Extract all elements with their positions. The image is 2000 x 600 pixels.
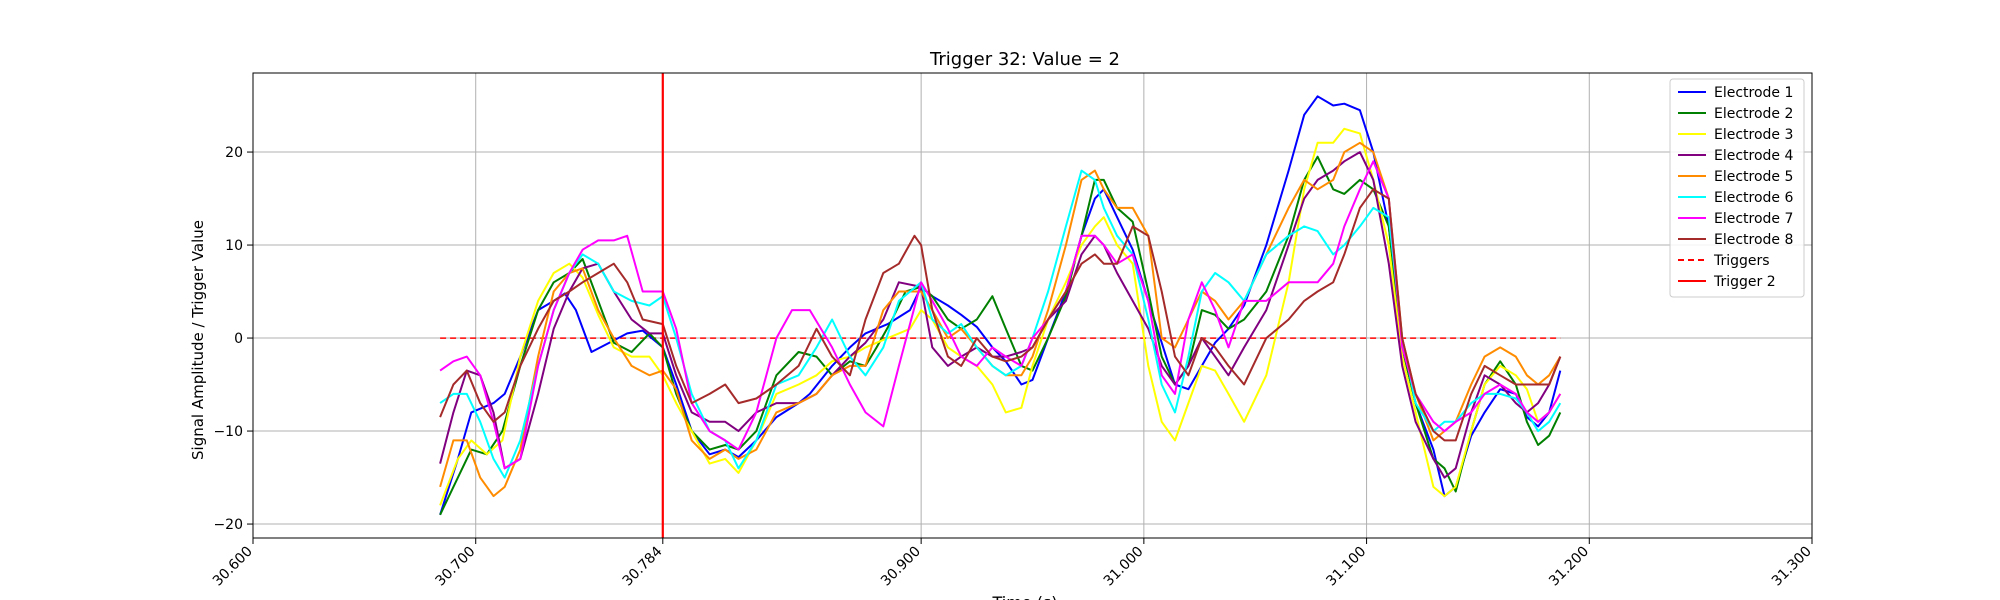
y-tick-label: 0 — [234, 331, 243, 347]
legend-label: Electrode 3 — [1714, 127, 1793, 143]
y-tick-label: −10 — [213, 424, 243, 440]
legend-label: Electrode 7 — [1714, 211, 1793, 227]
series-line-electrode-2 — [439, 155, 1562, 516]
legend-label: Electrode 8 — [1714, 232, 1793, 248]
series-layer — [439, 95, 1562, 516]
y-tick-label: 10 — [225, 238, 243, 254]
series-line-electrode-8 — [439, 188, 1562, 442]
legend-label: Electrode 4 — [1714, 148, 1793, 164]
legend: Electrode 1 Electrode 2 Electrode 3 Electro… — [1669, 78, 1805, 298]
series-line-electrode-3 — [439, 127, 1562, 506]
legend-label: Electrode 5 — [1714, 169, 1793, 185]
legend-label: Trigger 2 — [1713, 274, 1776, 290]
chart-title: Trigger 32: Value = 2 — [929, 49, 1120, 70]
legend-label: Triggers — [1713, 253, 1770, 269]
x-axis-label: Time (s) — [991, 593, 1057, 600]
legend-label: Electrode 2 — [1714, 106, 1793, 122]
legend-label: Electrode 1 — [1714, 85, 1793, 101]
y-axis-label: Signal Amplitude / Trigger Value — [189, 220, 207, 460]
y-tick-label: 20 — [225, 145, 243, 161]
legend-label: Electrode 6 — [1714, 190, 1793, 206]
plot-frame — [252, 72, 1813, 539]
y-tick-label: −20 — [213, 517, 243, 533]
